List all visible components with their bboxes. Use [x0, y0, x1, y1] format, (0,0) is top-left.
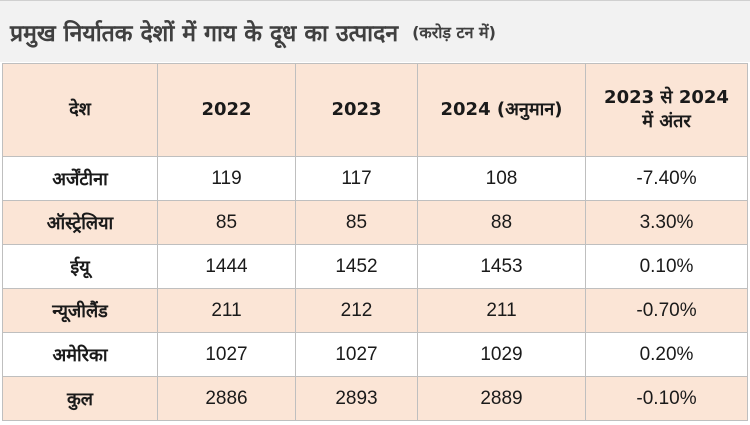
value-2023: 2893 — [295, 376, 418, 421]
table-header-row: देश 2022 2023 2024 (अनुमान) 2023 से 2024… — [2, 63, 748, 157]
production-table: देश 2022 2023 2024 (अनुमान) 2023 से 2024… — [2, 63, 748, 421]
title-bar: प्रमुख निर्यातक देशों में गाय के दूध का … — [0, 0, 750, 62]
value-2022: 2886 — [157, 376, 296, 421]
table-row: अमेरिका 1027 1027 1029 0.20% — [2, 332, 748, 377]
value-2023: 1027 — [295, 332, 418, 377]
country-cell: ऑस्ट्रेलिया — [2, 200, 158, 245]
value-2023: 85 — [295, 200, 418, 245]
value-2024: 1029 — [417, 332, 586, 377]
value-2022: 1444 — [157, 244, 296, 289]
value-difference: 0.10% — [585, 244, 748, 289]
value-difference: 0.20% — [585, 332, 748, 377]
country-cell: अर्जेंटीना — [2, 156, 158, 201]
value-difference: -0.10% — [585, 376, 748, 421]
country-cell: न्यूजीलैंड — [2, 288, 158, 333]
value-difference: 3.30% — [585, 200, 748, 245]
value-2024: 1453 — [417, 244, 586, 289]
table-row: अर्जेंटीना 119 117 108 -7.40% — [2, 156, 748, 201]
value-2023: 117 — [295, 156, 418, 201]
value-2022: 119 — [157, 156, 296, 201]
value-2024: 211 — [417, 288, 586, 333]
country-cell: कुल — [2, 376, 158, 421]
header-difference: 2023 से 2024 में अंतर — [585, 63, 748, 157]
value-difference: -7.40% — [585, 156, 748, 201]
table-row: न्यूजीलैंड 211 212 211 -0.70% — [2, 288, 748, 333]
unit-label: (करोड़ टन में) — [412, 22, 496, 42]
value-difference: -0.70% — [585, 288, 748, 333]
value-2024: 2889 — [417, 376, 586, 421]
country-cell: ईयू — [2, 244, 158, 289]
table-row: ईयू 1444 1452 1453 0.10% — [2, 244, 748, 289]
header-2023: 2023 — [295, 63, 418, 157]
country-cell: अमेरिका — [2, 332, 158, 377]
header-2022: 2022 — [157, 63, 296, 157]
value-2023: 1452 — [295, 244, 418, 289]
value-2022: 211 — [157, 288, 296, 333]
value-2024: 88 — [417, 200, 586, 245]
table-row: ऑस्ट्रेलिया 85 85 88 3.30% — [2, 200, 748, 245]
value-2023: 212 — [295, 288, 418, 333]
header-difference-line2: में अंतर — [642, 111, 691, 132]
header-difference-line1: 2023 से 2024 — [604, 86, 729, 108]
header-2024: 2024 (अनुमान) — [417, 63, 586, 157]
table-row-total: कुल 2886 2893 2889 -0.10% — [2, 376, 748, 421]
value-2022: 85 — [157, 200, 296, 245]
value-2024: 108 — [417, 156, 586, 201]
header-country: देश — [2, 63, 158, 157]
value-2022: 1027 — [157, 332, 296, 377]
page-title: प्रमुख निर्यातक देशों में गाय के दूध का … — [10, 20, 399, 47]
